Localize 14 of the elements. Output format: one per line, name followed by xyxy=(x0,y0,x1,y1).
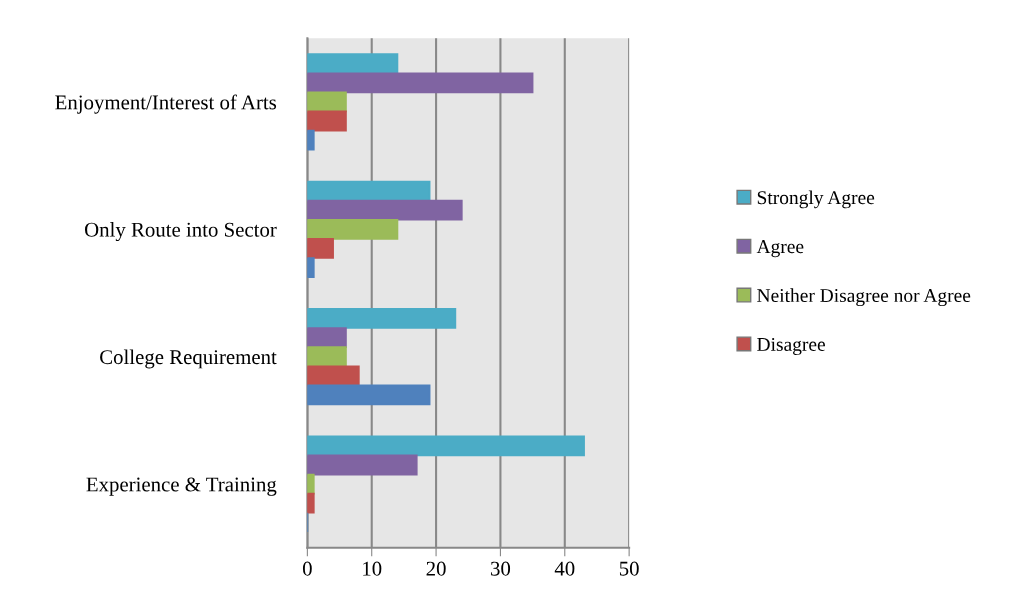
y-tick-label: Enjoyment/Interest of Arts xyxy=(55,94,277,114)
legend-label: Neither Disagree nor Agree xyxy=(757,288,971,307)
x-tick-label: 10 xyxy=(363,561,382,576)
x-tick-label: 0 xyxy=(302,561,312,576)
y-tick-label: College Requirement xyxy=(100,349,277,369)
legend-label: Agree xyxy=(756,240,804,258)
y-tick-label: Experience & Training xyxy=(86,477,277,496)
legend-label: Strongly Agree xyxy=(757,190,875,209)
x-tick-label: 40 xyxy=(554,561,575,576)
y-tick-label: Only Route into Sector xyxy=(84,222,277,242)
x-tick-label: 20 xyxy=(426,561,446,576)
x-tick-label: 30 xyxy=(491,561,511,576)
x-tick-label: 50 xyxy=(619,561,639,576)
legend-label: Disagree xyxy=(757,337,825,355)
